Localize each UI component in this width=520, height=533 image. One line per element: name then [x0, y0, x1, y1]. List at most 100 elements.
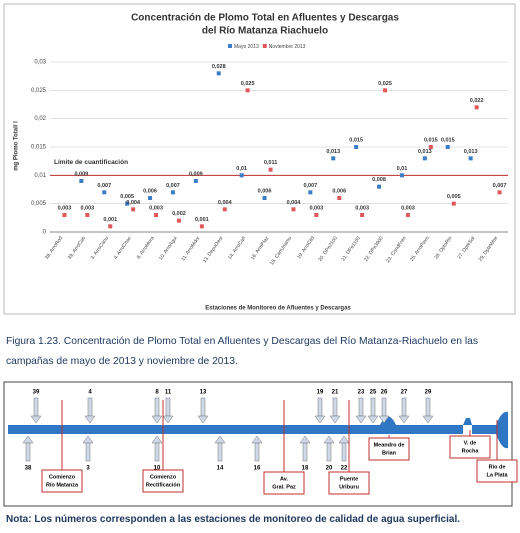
legend-swatch — [262, 44, 267, 48]
point — [216, 71, 221, 76]
station-number: 13 — [200, 390, 207, 396]
point — [154, 213, 159, 217]
y-axis-label: mg Plomo Total/ l — [14, 121, 20, 171]
point — [268, 167, 273, 172]
marker-label: V. de — [464, 440, 477, 446]
point — [176, 218, 181, 223]
station-number: 39 — [33, 390, 40, 396]
station-number: 4 — [88, 390, 92, 396]
data-label: 0,003 — [401, 205, 415, 211]
river-diagram: 39 4 8 11 13 19 21 23 25 26 27 29 38 3 10 14 16 18 20 22 Com… — [3, 381, 518, 507]
point — [291, 207, 296, 212]
point — [422, 156, 427, 161]
arrow-head — [378, 415, 390, 424]
arrow-shaft — [154, 397, 160, 417]
point — [85, 213, 90, 217]
marker-box — [263, 471, 305, 495]
arrow-head — [398, 415, 410, 424]
arrow-shaft — [254, 442, 260, 462]
figure-caption: Figura 1.23. Concentración de Plomo Tota… — [6, 336, 479, 367]
data-label: 0,025 — [378, 81, 392, 87]
station-number: 20 — [326, 466, 333, 472]
data-label: 0,013 — [418, 149, 432, 155]
y-tick-label: 0,03 — [34, 60, 46, 66]
arrow-shaft — [302, 442, 308, 462]
marker-box — [368, 437, 410, 461]
arrow-head — [30, 415, 42, 424]
data-label: 0,01 — [397, 166, 408, 172]
point — [331, 156, 336, 161]
arrow-shaft — [332, 397, 338, 417]
arrow-head — [197, 415, 209, 424]
point — [497, 190, 502, 195]
reference-label: Límite de cuantificación — [54, 159, 128, 166]
point — [377, 184, 382, 189]
station-number: 10 — [154, 466, 161, 472]
marker-box — [328, 471, 370, 495]
arrow-shaft — [154, 442, 160, 462]
point — [245, 88, 250, 93]
point — [125, 201, 130, 206]
arrow-shaft — [165, 397, 171, 417]
estuary — [472, 411, 508, 449]
station-number: 18 — [302, 466, 309, 472]
arrow-shaft — [87, 397, 93, 417]
point — [354, 145, 359, 149]
arrow-shaft — [217, 442, 223, 462]
point — [451, 201, 456, 206]
station-number: 29 — [425, 390, 432, 396]
marker-label: Río de — [489, 464, 506, 470]
marker-label: Río Matanza — [46, 482, 79, 488]
data-label: 0,007 — [303, 183, 317, 189]
y-tick-label: 0,025 — [31, 88, 47, 94]
data-label: 0,015 — [349, 137, 363, 143]
data-label: 0,01 — [236, 166, 247, 172]
marker-label: Comienzo — [150, 474, 177, 480]
data-label: 0,006 — [143, 188, 157, 194]
data-label: 0,005 — [447, 194, 461, 200]
point — [314, 213, 319, 217]
station-number: 23 — [358, 390, 365, 396]
point — [383, 88, 388, 93]
marker-label: Puente — [340, 476, 358, 482]
arrow-head — [355, 415, 367, 424]
station-number: 16 — [254, 466, 261, 472]
data-label: 0,003 — [355, 205, 369, 211]
station-number: 14 — [217, 466, 224, 472]
data-label: 0,008 — [372, 177, 386, 183]
legend-label: Noviembre 2013 — [269, 44, 306, 50]
data-label: 0,006 — [258, 188, 272, 194]
data-label: 0,007 — [166, 183, 180, 189]
arrow-shaft — [381, 397, 387, 417]
point — [102, 190, 107, 195]
point — [308, 190, 313, 195]
river — [8, 425, 463, 434]
station-number: 8 — [155, 390, 159, 396]
chart: Concentración de Plomo Total en Afluente… — [3, 3, 516, 315]
arrow-head — [314, 415, 326, 424]
point — [399, 173, 404, 178]
data-label: 0,004 — [218, 200, 233, 206]
station-number: 21 — [332, 390, 339, 396]
y-tick-label: 0,01 — [34, 173, 46, 179]
marker-box — [476, 459, 518, 483]
data-label: 0,028 — [212, 64, 226, 70]
arrow-head — [84, 415, 96, 424]
data-label: 0,004 — [287, 200, 302, 206]
station-number: 38 — [25, 466, 32, 472]
legend-label: Mayo 2013 — [234, 44, 259, 50]
point — [79, 179, 84, 183]
point — [428, 145, 433, 149]
data-label: 0,003 — [149, 205, 163, 211]
arrow-shaft — [358, 397, 364, 417]
station-number: 3 — [86, 466, 90, 472]
data-label: 0,013 — [326, 149, 340, 155]
arrow-shaft — [401, 397, 407, 417]
point — [360, 213, 365, 217]
station-number: 11 — [165, 390, 172, 396]
chart-frame — [3, 3, 516, 315]
point — [193, 179, 198, 183]
arrow-head — [162, 415, 174, 424]
point — [468, 156, 473, 161]
y-tick-label: 0,02 — [34, 116, 46, 122]
